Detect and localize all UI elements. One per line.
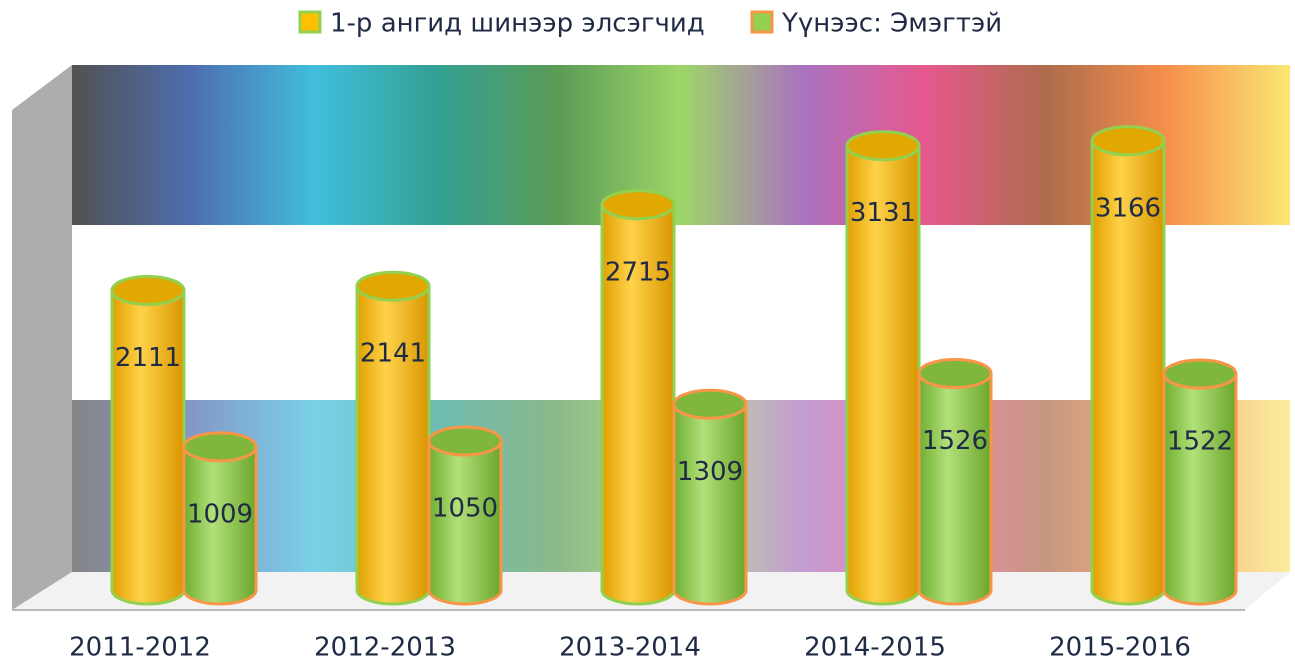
data-label: 1522: [1167, 427, 1233, 457]
x-tick-label: 2015-2016: [1049, 633, 1191, 663]
bar-top: [110, 274, 186, 306]
bar-top: [845, 130, 921, 162]
x-tick-label: 2014-2015: [804, 633, 946, 663]
bar-top: [355, 270, 431, 302]
data-label: 2141: [360, 339, 426, 369]
legend-swatch: [750, 10, 774, 34]
bar: [917, 371, 993, 606]
bar-top: [600, 189, 676, 221]
bar: [1162, 372, 1238, 606]
data-label: 1050: [432, 494, 498, 524]
data-label: 1526: [922, 426, 988, 456]
x-tick-label: 2013-2014: [559, 633, 701, 663]
data-label: 2111: [115, 343, 181, 373]
data-label: 1309: [677, 457, 743, 487]
bar-top: [182, 431, 258, 463]
data-label: 2715: [605, 257, 671, 287]
legend-label: Үүнээс: Эмэгтэй: [781, 9, 1002, 39]
data-label: 3131: [850, 198, 916, 228]
bar: [182, 445, 258, 606]
bar-top: [672, 388, 748, 420]
background: [12, 65, 1290, 611]
bar-top: [427, 425, 503, 457]
bar-top: [917, 357, 993, 389]
x-tick-label: 2011-2012: [69, 633, 211, 663]
bar-top: [1090, 125, 1166, 157]
x-tick-label: 2012-2013: [314, 633, 456, 663]
bar: [1090, 139, 1166, 606]
bar: [110, 288, 186, 606]
legend-label: 1-р ангид шинээр элсэгчид: [330, 9, 705, 39]
data-label: 1009: [187, 499, 253, 529]
bar: [672, 402, 748, 606]
bar: [600, 203, 676, 606]
bar: [845, 144, 921, 606]
data-label: 3166: [1095, 193, 1161, 223]
bar: [355, 284, 431, 606]
bar-top: [1162, 358, 1238, 390]
bar: [427, 439, 503, 606]
legend-swatch: [298, 10, 322, 34]
